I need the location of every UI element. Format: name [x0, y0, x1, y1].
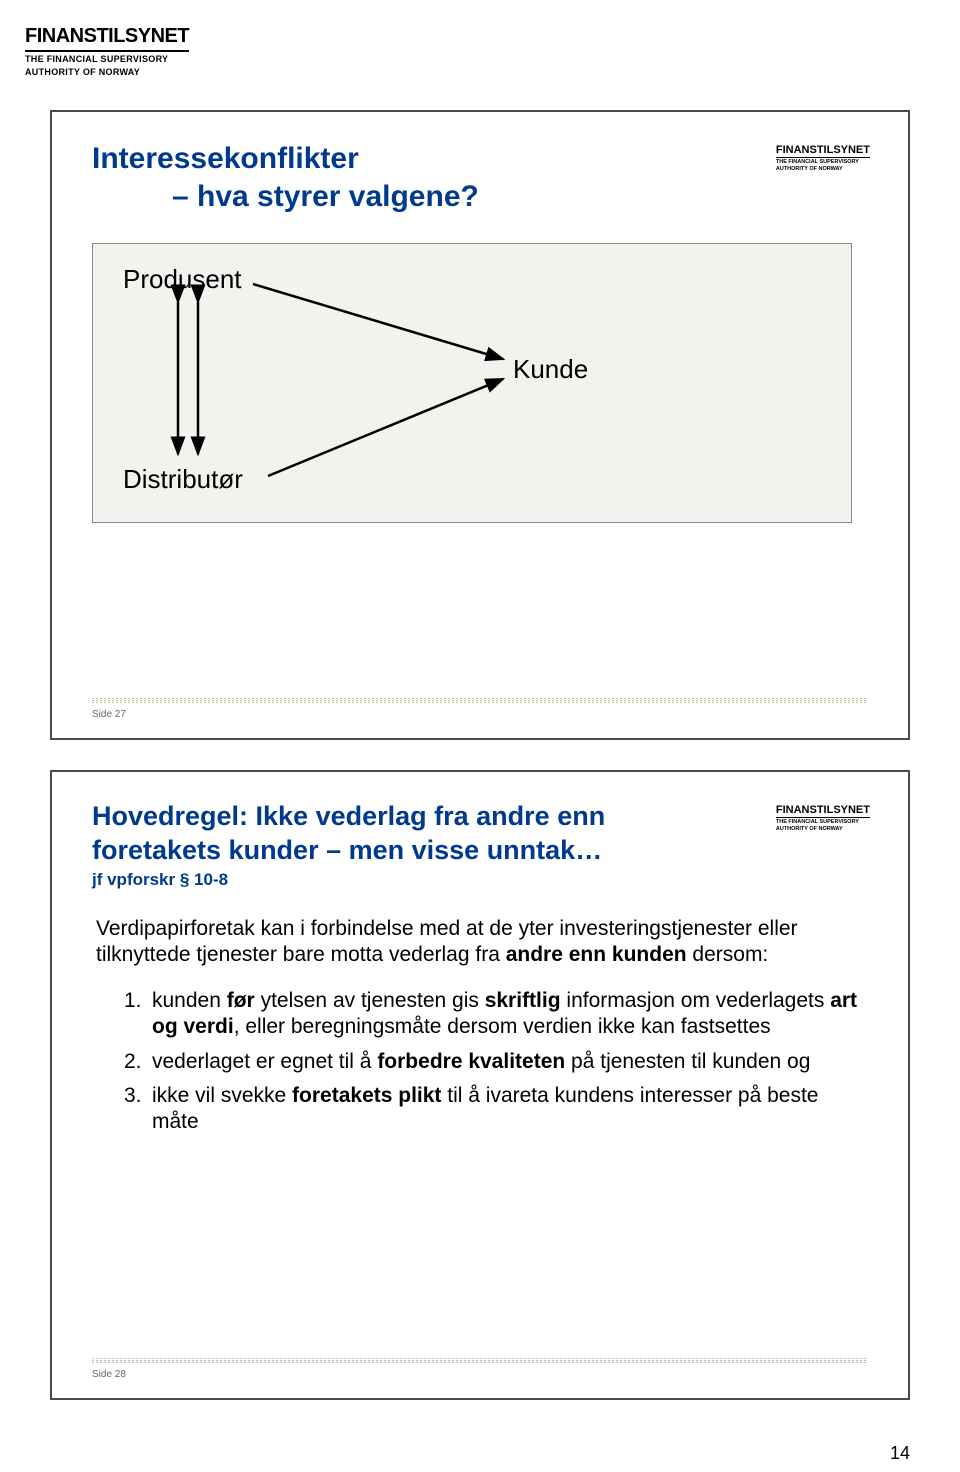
slide-logo-brand: FINANSTILSYNET: [776, 144, 870, 158]
slide-logo-sub2: AUTHORITY OF NORWAY: [776, 826, 870, 832]
item-number: 1.: [124, 988, 142, 1014]
page-number: 14: [890, 1443, 910, 1464]
slide-logo: FINANSTILSYNET THE FINANCIAL SUPERVISORY…: [776, 800, 870, 832]
brand-sub-2: AUTHORITY OF NORWAY: [25, 67, 189, 78]
title-reference: jf vpforskr § 10-8: [92, 870, 868, 890]
list-item: 2. vederlaget er egnet til å forbedre kv…: [152, 1049, 868, 1075]
slide-number: Side 28: [92, 1369, 868, 1380]
title-line-1: Interessekonflikter: [92, 140, 868, 178]
list-item: 1. kunden før ytelsen av tjenesten gis s…: [152, 988, 868, 1041]
brand-name: FINANSTILSYNET: [25, 25, 189, 52]
slide-28: FINANSTILSYNET THE FINANCIAL SUPERVISORY…: [50, 770, 910, 1400]
slide-logo-sub1: THE FINANCIAL SUPERVISORY: [776, 819, 870, 825]
intro-b: andre enn kunden: [506, 943, 687, 966]
slide-title: Hovedregel: Ikke vederlag fra andre enn …: [92, 800, 868, 868]
slide-logo-sub1: THE FINANCIAL SUPERVISORY: [776, 159, 870, 165]
dotted-rule: [92, 698, 868, 703]
title-line-2: foretakets kunder – men visse unntak…: [92, 834, 868, 868]
slide-footer: Side 28: [92, 1358, 868, 1380]
title-l2-b: men visse unntak…: [349, 835, 603, 865]
slide-27: FINANSTILSYNET THE FINANCIAL SUPERVISORY…: [50, 110, 910, 740]
slide-logo: FINANSTILSYNET THE FINANCIAL SUPERVISORY…: [776, 140, 870, 172]
slide-number: Side 27: [92, 709, 868, 720]
title-line-2: – hva styrer valgene?: [92, 178, 868, 216]
intro-paragraph: Verdipapirforetak kan i forbindelse med …: [92, 916, 868, 969]
slide-logo-sub2: AUTHORITY OF NORWAY: [776, 166, 870, 172]
ordered-list: 1. kunden før ytelsen av tjenesten gis s…: [92, 988, 868, 1135]
item-number: 2.: [124, 1049, 142, 1075]
slide-footer: Side 27: [92, 698, 868, 720]
list-item: 3. ikke vil svekke foretakets plikt til …: [152, 1083, 868, 1136]
diagram-arrows: [93, 244, 853, 524]
item-number: 3.: [124, 1083, 142, 1109]
dotted-rule: [92, 1358, 868, 1363]
title-line-1: Hovedregel: Ikke vederlag fra andre enn: [92, 800, 868, 834]
slide-title: Interessekonflikter – hva styrer valgene…: [92, 140, 868, 215]
page-header: FINANSTILSYNET THE FINANCIAL SUPERVISORY…: [25, 25, 189, 78]
diagram-box: Produsent Kunde Distributør: [92, 243, 852, 523]
slide-logo-brand: FINANSTILSYNET: [776, 804, 870, 818]
title-l2-a: foretakets kunder –: [92, 835, 341, 865]
intro-c: dersom:: [687, 943, 769, 966]
brand-sub-1: THE FINANCIAL SUPERVISORY: [25, 54, 189, 65]
